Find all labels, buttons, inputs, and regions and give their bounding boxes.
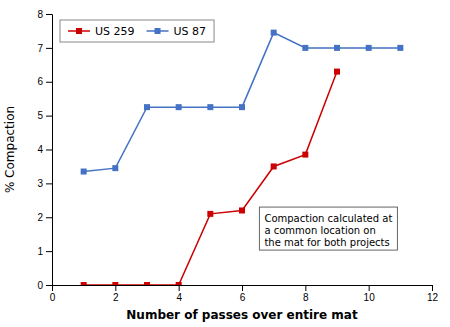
x-tick-label: 0 bbox=[50, 292, 56, 303]
series-marker bbox=[144, 282, 150, 285]
annotation-box bbox=[259, 207, 397, 250]
y-axis: 0 1 2 3 4 5 6 7 8 bbox=[37, 9, 52, 291]
legend: US 259 US 87 bbox=[60, 20, 214, 42]
y-tick: 2 bbox=[37, 212, 52, 223]
series-marker bbox=[366, 45, 372, 51]
legend-label: US 87 bbox=[174, 25, 207, 38]
annotation-line: Compaction calculated at bbox=[264, 213, 392, 224]
series-line bbox=[84, 72, 337, 285]
x-tick-mark bbox=[432, 285, 433, 291]
y-tick-mark bbox=[46, 217, 52, 218]
series-line bbox=[84, 33, 401, 172]
y-tick: 1 bbox=[37, 246, 52, 257]
series-marker bbox=[397, 45, 403, 51]
x-tick-mark bbox=[179, 285, 180, 291]
x-tick: 12 bbox=[427, 285, 439, 303]
y-tick-label: 5 bbox=[37, 110, 43, 121]
series-marker bbox=[112, 282, 118, 285]
series-marker bbox=[176, 282, 182, 285]
series-marker bbox=[112, 165, 118, 171]
x-tick-label: 12 bbox=[427, 292, 439, 303]
series-marker bbox=[271, 30, 277, 36]
y-tick-label: 6 bbox=[37, 76, 43, 87]
x-tick: 8 bbox=[303, 285, 309, 303]
x-tick-label: 4 bbox=[176, 292, 182, 303]
y-tick-mark bbox=[46, 150, 52, 151]
series-marker bbox=[334, 45, 340, 51]
annotation-line: a common location on bbox=[264, 225, 375, 236]
y-tick-label: 3 bbox=[37, 178, 43, 189]
y-tick-mark bbox=[46, 251, 52, 252]
y-tick-mark bbox=[46, 285, 52, 286]
y-tick-mark bbox=[46, 14, 52, 15]
series-marker bbox=[239, 104, 245, 110]
x-tick-label: 6 bbox=[240, 292, 246, 303]
y-tick-label: 8 bbox=[37, 9, 43, 20]
x-tick: 4 bbox=[176, 285, 182, 303]
y-axis-line bbox=[46, 15, 53, 286]
y-tick-label: 1 bbox=[37, 246, 43, 257]
legend-entry: US 259 bbox=[68, 25, 135, 38]
marks bbox=[81, 30, 404, 285]
y-tick: 3 bbox=[37, 178, 52, 189]
legend-swatch-marker bbox=[155, 28, 161, 34]
x-tick: 10 bbox=[364, 285, 376, 303]
x-tick-mark bbox=[305, 285, 306, 291]
series-marker bbox=[81, 282, 87, 285]
x-tick-mark bbox=[369, 285, 370, 291]
x-axis: 0 2 4 6 8 10 12 bbox=[50, 285, 439, 303]
series-marker bbox=[176, 104, 182, 110]
x-tick-label: 2 bbox=[113, 292, 119, 303]
annotation-text: Compaction calculated ata common locatio… bbox=[264, 213, 392, 248]
x-tick-label: 10 bbox=[364, 292, 376, 303]
y-tick-mark bbox=[46, 48, 52, 49]
series-marker bbox=[302, 45, 308, 51]
legend-frame bbox=[60, 20, 214, 42]
series-marker bbox=[144, 104, 150, 110]
annotation: Compaction calculated ata common locatio… bbox=[259, 207, 397, 250]
y-tick-mark bbox=[46, 116, 52, 117]
plot: 024681012012345678Compaction calculated … bbox=[37, 9, 438, 303]
y-tick: 6 bbox=[37, 76, 52, 87]
x-tick: 2 bbox=[113, 285, 119, 303]
y-tick: 5 bbox=[37, 110, 52, 121]
series-marker bbox=[302, 152, 308, 158]
series-marker bbox=[271, 163, 277, 169]
y-tick-label: 2 bbox=[37, 212, 43, 223]
series-marker bbox=[334, 69, 340, 75]
y-tick-label: 0 bbox=[37, 280, 43, 291]
series-marker bbox=[207, 211, 213, 217]
y-tick: 8 bbox=[37, 9, 52, 20]
y-tick: 7 bbox=[37, 43, 52, 54]
legend-swatch-marker bbox=[76, 28, 82, 34]
x-axis-title: Number of passes over entire mat bbox=[126, 308, 358, 322]
y-tick-mark bbox=[46, 82, 52, 83]
series-marker bbox=[239, 207, 245, 213]
annotation-line: the mat for both projects bbox=[264, 237, 389, 248]
x-tick-mark bbox=[115, 285, 116, 291]
x-tick-label: 8 bbox=[303, 292, 309, 303]
chart: 024681012012345678Compaction calculated … bbox=[0, 0, 450, 327]
y-tick: 4 bbox=[37, 144, 52, 155]
x-tick: 6 bbox=[240, 285, 246, 303]
y-tick: 0 bbox=[37, 280, 52, 291]
y-tick-mark bbox=[46, 183, 52, 184]
y-tick-label: 7 bbox=[37, 43, 43, 54]
x-axis-line bbox=[53, 286, 433, 292]
series-marker bbox=[81, 169, 87, 175]
legend-entry: US 87 bbox=[147, 25, 207, 38]
legend-label: US 259 bbox=[95, 25, 135, 38]
x-tick-mark bbox=[242, 285, 243, 291]
series-marker bbox=[207, 104, 213, 110]
x-tick: 0 bbox=[50, 285, 56, 303]
y-axis-title: % Compaction bbox=[3, 106, 17, 193]
y-tick-label: 4 bbox=[37, 144, 43, 155]
